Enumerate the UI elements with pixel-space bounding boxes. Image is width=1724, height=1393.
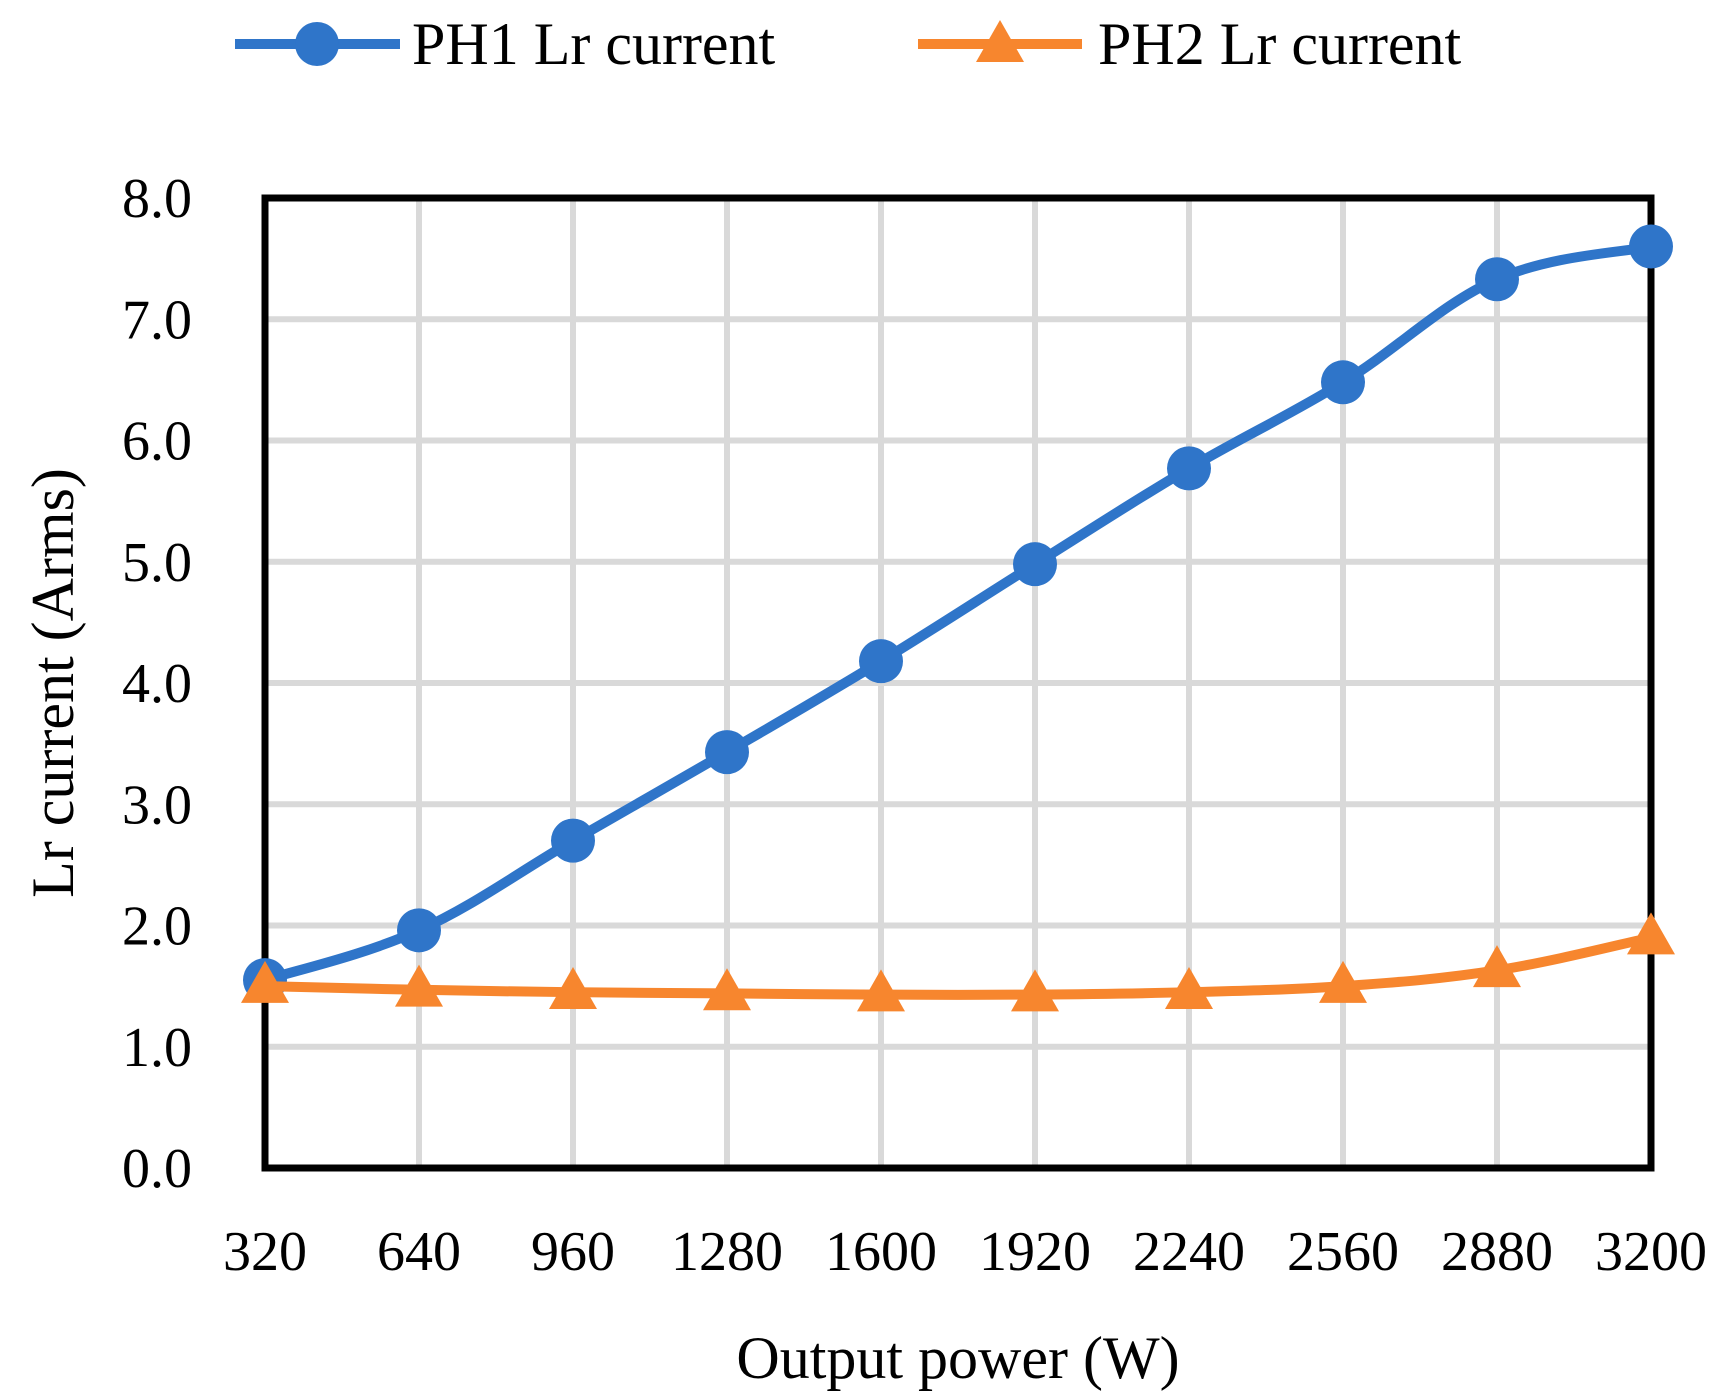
series-ph2-lr-current (241, 912, 1675, 1012)
data-point-ph2-lr-current (549, 966, 597, 1009)
data-point-ph1-lr-current (1321, 360, 1365, 405)
series-ph1-lr-current (243, 224, 1673, 1003)
y-tick-label: 5.0 (122, 532, 192, 594)
legend: PH1 Lr current PH2 Lr current (235, 11, 1462, 77)
x-tick-label: 1600 (825, 1221, 937, 1283)
series-layer (241, 224, 1675, 1012)
data-point-ph1-lr-current (1475, 257, 1519, 302)
series-line-ph2-lr-current (260, 932, 1656, 1000)
legend-item-ph1: PH1 Lr current (235, 11, 776, 77)
y-tick-label: 3.0 (122, 774, 192, 836)
data-point-ph2-lr-current (1165, 966, 1213, 1009)
legend-label-ph1: PH1 Lr current (412, 11, 776, 77)
data-point-ph2-lr-current (857, 969, 905, 1012)
legend-item-ph2: PH2 Lr current (918, 11, 1462, 77)
legend-marker-ph2 (976, 20, 1024, 62)
x-tick-label: 1920 (979, 1221, 1091, 1283)
x-axis-tick-labels: 320 640 960 1280 1600 1920 2240 2560 2880 3200 (223, 1221, 1707, 1283)
y-tick-label: 2.0 (122, 896, 192, 958)
y-axis-title: Lr current (Arms) (20, 468, 86, 898)
data-point-ph1-lr-current (1629, 224, 1673, 269)
data-point-ph2-lr-current (395, 964, 443, 1007)
y-tick-label: 7.0 (122, 289, 192, 351)
data-point-ph2-lr-current (1627, 912, 1675, 955)
x-tick-label: 640 (377, 1221, 461, 1283)
x-tick-label: 2560 (1287, 1221, 1399, 1283)
data-point-ph1-lr-current (1013, 542, 1057, 587)
plot-area-frame (261, 194, 1655, 1172)
y-axis-tick-labels: 0.0 1.0 2.0 3.0 4.0 5.0 6.0 7.0 8.0 (122, 168, 192, 1200)
x-tick-label: 2880 (1441, 1221, 1553, 1283)
data-point-ph2-lr-current (1319, 960, 1367, 1003)
x-tick-label: 3200 (1595, 1221, 1707, 1283)
y-tick-label: 1.0 (122, 1017, 192, 1079)
x-axis-title: Output power (W) (736, 1325, 1179, 1391)
y-tick-label: 4.0 (122, 653, 192, 715)
data-point-ph1-lr-current (705, 730, 749, 775)
data-point-ph1-lr-current (397, 908, 441, 953)
x-tick-label: 2240 (1133, 1221, 1245, 1283)
y-tick-label: 0.0 (122, 1138, 192, 1200)
series-line-ph1-lr-current (260, 241, 1656, 986)
x-tick-label: 1280 (671, 1221, 783, 1283)
data-point-ph2-lr-current (703, 968, 751, 1011)
legend-label-ph2: PH2 Lr current (1098, 11, 1462, 77)
y-tick-label: 8.0 (122, 168, 192, 230)
gridlines (262, 195, 1654, 1171)
x-tick-label: 960 (531, 1221, 615, 1283)
x-tick-label: 320 (223, 1221, 307, 1283)
data-point-ph1-lr-current (1167, 446, 1211, 491)
data-point-ph1-lr-current (859, 639, 903, 684)
legend-marker-ph1 (295, 22, 339, 66)
data-point-ph2-lr-current (241, 960, 289, 1003)
data-point-ph2-lr-current (1011, 969, 1059, 1012)
data-point-ph2-lr-current (1473, 945, 1521, 988)
data-point-ph1-lr-current (551, 818, 595, 863)
y-tick-label: 6.0 (122, 411, 192, 473)
